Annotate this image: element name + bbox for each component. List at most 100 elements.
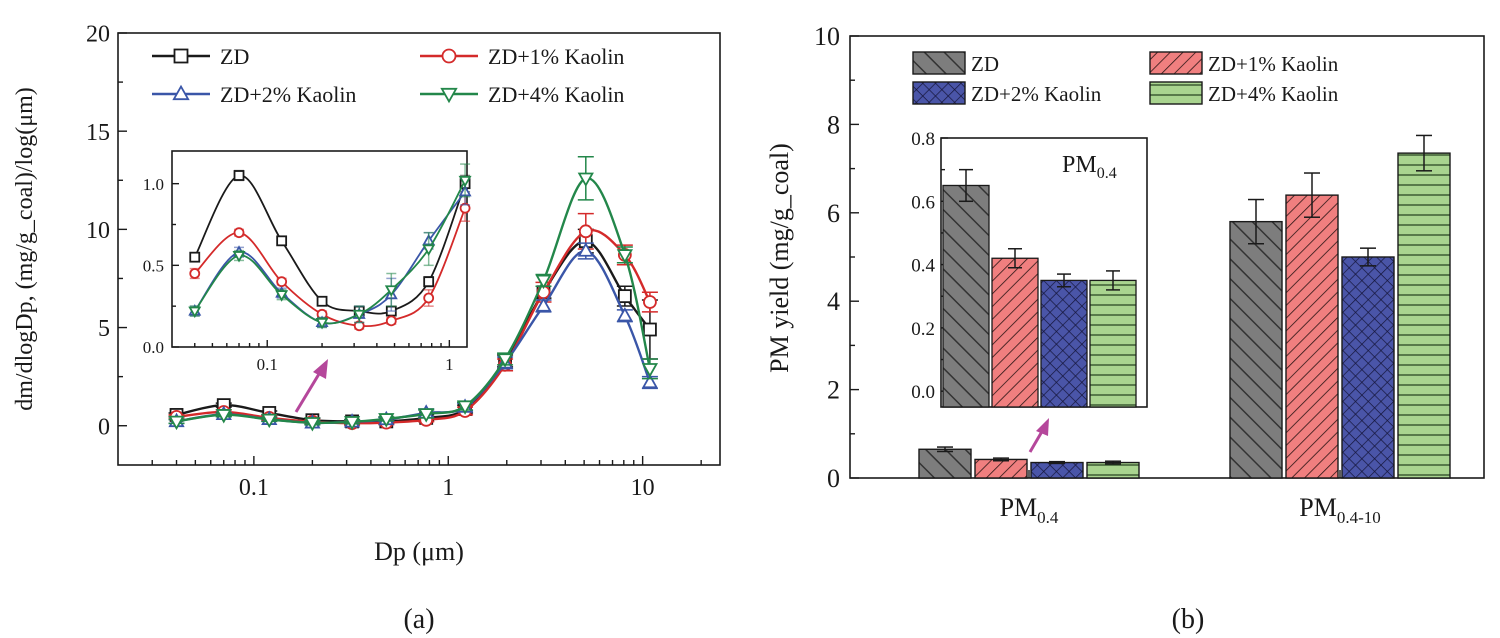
y-tick-label: 5 xyxy=(98,316,110,342)
panel-a-inset: 0.1 1 0.0 0.5 1.0 xyxy=(143,150,472,374)
data-point xyxy=(641,363,659,378)
bar-zd-1-kaolin xyxy=(974,458,1028,479)
data-point xyxy=(316,295,328,307)
bar-zd-2-kaolin xyxy=(1341,256,1395,479)
y-tick-label: 0 xyxy=(98,414,110,440)
error-bar xyxy=(1416,134,1432,172)
panel-a-inset-x-axis: 0.1 1 xyxy=(194,340,454,374)
data-point xyxy=(496,353,514,368)
legend-marker xyxy=(441,48,457,64)
data-point xyxy=(233,227,245,239)
data-point xyxy=(423,292,435,304)
legend-label: ZD xyxy=(220,44,249,69)
error-bar xyxy=(1304,172,1320,218)
data-point xyxy=(189,268,201,279)
panel-b-inset-y-axis: 0.0 0.2 0.4 0.6 0.8 xyxy=(911,129,948,403)
data-point xyxy=(215,409,232,424)
panel-b-legend: ZD ZD+1% Kaolin ZD+2% Kaolin ZD+4% Kaolin xyxy=(912,51,1339,106)
data-point xyxy=(617,289,632,304)
error-bar xyxy=(959,168,973,203)
y-tick-label: 6 xyxy=(827,199,840,228)
x-tick-label: 1 xyxy=(442,475,454,501)
data-point xyxy=(616,307,633,322)
data-point xyxy=(423,276,435,288)
data-point xyxy=(535,274,552,290)
legend-marker xyxy=(440,87,458,104)
y-tick-label: 2 xyxy=(827,376,840,405)
panel-a-caption: (a) xyxy=(403,604,434,635)
data-point xyxy=(232,251,246,263)
data-point xyxy=(577,242,594,257)
x-tick-label: 10 xyxy=(631,475,655,501)
data-point xyxy=(577,172,594,188)
y-tick-label: 0.6 xyxy=(911,192,935,213)
series-zd-4-kaolin xyxy=(168,155,659,432)
panel-a-legend: ZD ZD+1% Kaolin ZD+2% Kaolin ZD+4% Kaolin xyxy=(152,44,624,107)
data-point xyxy=(315,317,329,330)
panel-a-series xyxy=(168,155,659,432)
y-tick-label: 1.0 xyxy=(143,175,164,194)
error-bar xyxy=(1106,270,1120,291)
y-tick-label: 0.0 xyxy=(911,382,935,403)
panel-b-y-label: PM yield (mg/g_coal) xyxy=(765,143,794,373)
data-point xyxy=(643,322,657,337)
data-point xyxy=(304,417,321,432)
error-bar xyxy=(937,446,953,453)
error-bar xyxy=(1105,460,1121,465)
x-tick-label: PM0.4 xyxy=(1000,493,1059,527)
panel-a-inset-frame xyxy=(171,150,468,348)
legend-item-zd-1-kaolin: ZD+1% Kaolin xyxy=(420,44,624,69)
data-point xyxy=(168,415,185,431)
inset-bar-zd-2-kaolin xyxy=(1040,279,1088,408)
legend-label: ZD+2% Kaolin xyxy=(220,82,356,107)
legend-marker xyxy=(172,84,190,101)
data-point xyxy=(188,306,202,319)
y-tick-label: 0.5 xyxy=(143,256,164,275)
panel-b-caption: (b) xyxy=(1172,604,1205,635)
legend-item-zd-2-kaolin: ZD+2% Kaolin xyxy=(152,82,356,107)
data-point xyxy=(616,249,633,264)
panel-b-chart: 0 2 4 6 8 10 PM0.4 PM0.4-10 PM yield (mg/g_coa… xyxy=(765,22,1485,635)
series-zd-4-kaolin xyxy=(188,163,472,330)
y-tick-label: 0.4 xyxy=(911,256,935,277)
panel-b-y-axis: 0 2 4 6 8 10 xyxy=(814,22,859,493)
error-bar xyxy=(1057,273,1071,288)
legend-item-zd: ZD xyxy=(152,44,249,69)
error-bar xyxy=(1360,247,1376,267)
bar-zd-1-kaolin xyxy=(1285,194,1339,479)
legend-swatch xyxy=(912,51,966,75)
y-tick-label: 4 xyxy=(827,287,840,316)
panel-a-x-axis: 0.1 1 10 xyxy=(151,456,702,501)
panel-a-y-label: dm/dlogDp, (mg/g_coal)/log(μm) xyxy=(12,87,38,410)
data-point xyxy=(343,416,361,431)
y-tick-label: 0.8 xyxy=(911,129,935,150)
legend-label: ZD xyxy=(971,52,999,76)
legend-item-zd: ZD xyxy=(912,51,999,76)
bar-zd-2-kaolin xyxy=(1030,461,1084,479)
y-tick-label: 15 xyxy=(86,120,110,146)
data-point xyxy=(385,315,397,327)
panel-b-inset-bars xyxy=(942,168,1137,408)
data-point xyxy=(422,244,436,257)
data-point xyxy=(641,373,659,389)
panel-a-inset-y-axis: 0.0 0.5 1.0 xyxy=(143,175,179,357)
data-point xyxy=(535,297,552,312)
y-tick-label: 0.0 xyxy=(143,338,164,357)
legend-swatch xyxy=(1149,81,1203,105)
legend-item-zd-2-kaolin: ZD+2% Kaolin xyxy=(912,81,1102,106)
inset-bar-zd-4-kaolin xyxy=(1089,279,1137,408)
panel-a-inset-series xyxy=(188,163,472,332)
x-tick-label: 1 xyxy=(445,355,454,374)
panel-b-bars xyxy=(918,134,1451,479)
data-point xyxy=(418,408,435,423)
legend-label: ZD+2% Kaolin xyxy=(971,82,1102,106)
bar-zd xyxy=(1229,220,1283,479)
legend-swatch xyxy=(912,81,966,105)
panel-b-x-axis: PM0.4 PM0.4-10 xyxy=(1000,470,1381,527)
x-tick-label: 0.1 xyxy=(239,475,269,501)
legend-label: ZD+1% Kaolin xyxy=(488,44,624,69)
data-point xyxy=(578,224,593,239)
y-tick-label: 0.2 xyxy=(911,319,935,340)
